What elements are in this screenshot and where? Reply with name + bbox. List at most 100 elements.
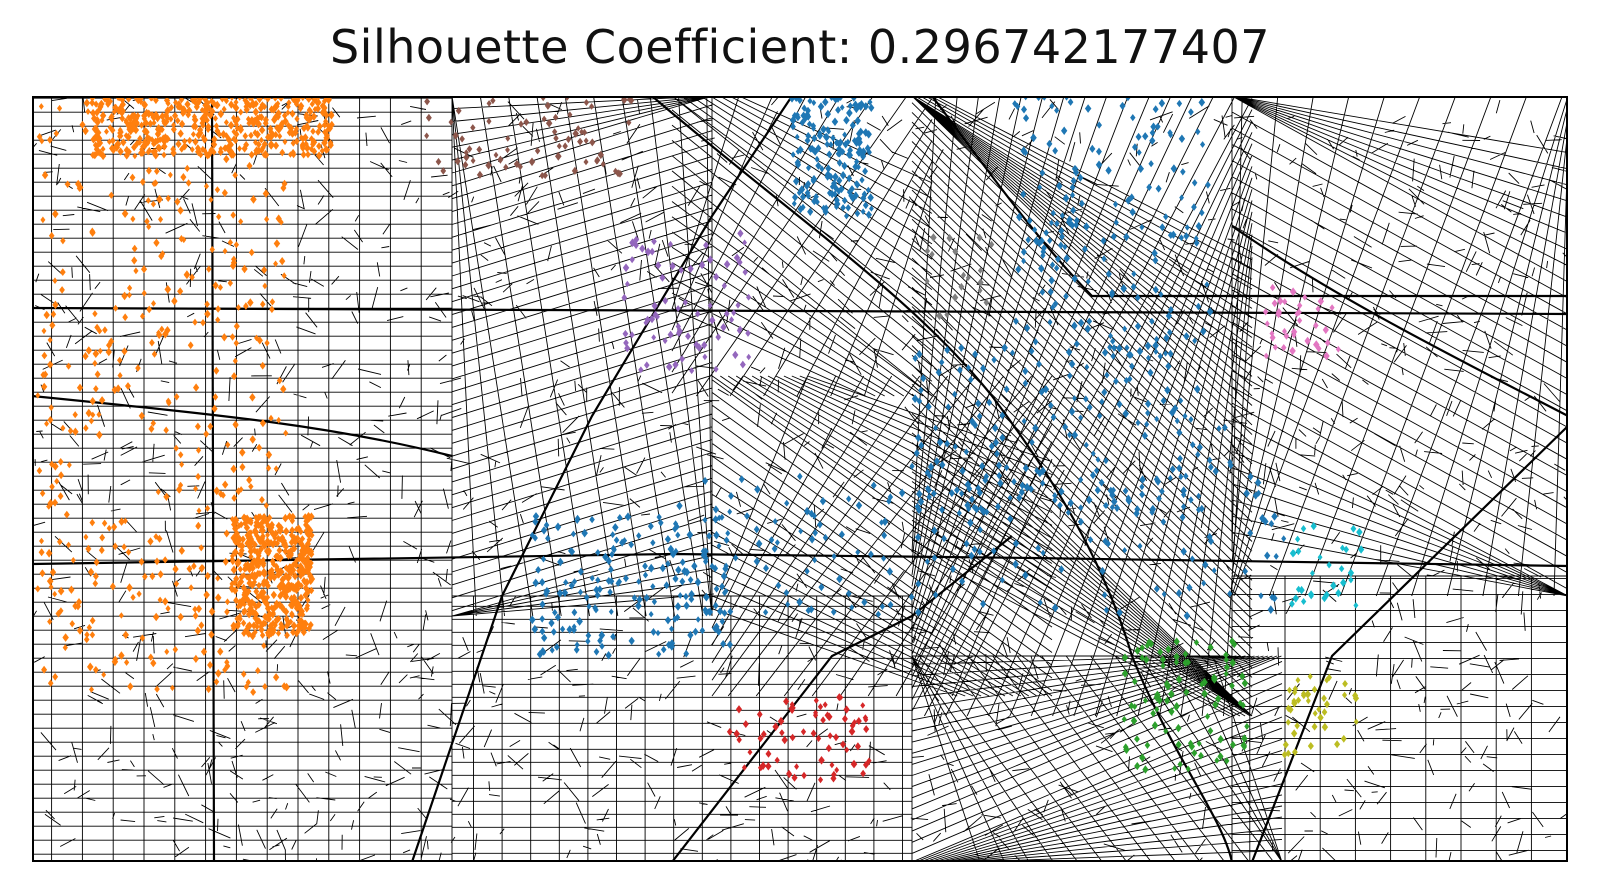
cluster-point: [284, 621, 290, 630]
cluster-point: [248, 150, 255, 159]
cluster-point: [299, 621, 306, 631]
cluster-point: [294, 557, 300, 564]
cluster-point: [325, 146, 331, 154]
cluster-point: [282, 547, 289, 556]
cluster-point: [961, 271, 966, 279]
cluster-point: [82, 352, 89, 361]
cluster-point: [845, 150, 853, 159]
cluster-point: [636, 532, 642, 540]
cluster-point: [85, 544, 92, 553]
cluster-point: [222, 144, 228, 152]
cluster-point: [529, 531, 535, 539]
cluster-point: [230, 516, 235, 523]
cluster-point: [246, 574, 252, 582]
cluster-point: [665, 560, 671, 568]
cluster-point: [310, 112, 318, 121]
cluster-point: [195, 130, 202, 140]
cluster-point: [820, 125, 827, 134]
cluster-olive: [1281, 673, 1360, 759]
cluster-point: [1295, 547, 1302, 556]
cluster-point: [638, 366, 644, 374]
cluster-point: [848, 727, 856, 736]
cluster-point: [545, 119, 553, 128]
cluster-point: [867, 98, 873, 106]
cluster-point: [675, 305, 681, 312]
cluster-point: [1109, 504, 1115, 511]
cluster-point: [954, 486, 960, 494]
cluster-point: [735, 705, 743, 714]
cluster-point: [702, 353, 708, 361]
highway-6: [410, 96, 793, 862]
cluster-point: [736, 258, 743, 267]
cluster-point: [227, 121, 235, 130]
cluster-point: [575, 125, 581, 132]
cluster-point: [273, 465, 279, 473]
cluster-point: [1083, 395, 1089, 403]
cluster-point: [221, 188, 228, 197]
cluster-point: [248, 553, 254, 561]
cluster-point: [1152, 341, 1159, 350]
cluster-point: [223, 132, 230, 140]
cluster-point: [745, 329, 751, 337]
cluster-point: [859, 176, 865, 184]
cluster-point: [271, 573, 278, 582]
cluster-point: [39, 489, 46, 497]
cluster-point: [253, 149, 259, 157]
cluster-point: [1029, 438, 1035, 446]
cluster-point: [644, 361, 650, 369]
highway-10: [1231, 225, 1568, 417]
cluster-point: [151, 300, 156, 307]
cluster-point: [1102, 591, 1108, 599]
cluster-point: [629, 331, 635, 339]
cluster-point: [701, 341, 708, 350]
cluster-point: [774, 756, 780, 764]
cluster-point: [1122, 409, 1129, 418]
cluster-point: [191, 115, 198, 124]
cluster-point: [1163, 728, 1169, 735]
cluster-point: [609, 550, 615, 558]
cluster-point: [248, 131, 254, 139]
cluster-point: [1020, 248, 1027, 256]
cluster-point: [1281, 750, 1288, 759]
cluster-point: [624, 344, 631, 353]
cluster-point: [800, 728, 807, 736]
cluster-point: [1313, 321, 1319, 330]
cluster-point: [626, 119, 632, 127]
cluster-point: [1164, 386, 1171, 395]
cluster-point: [1198, 751, 1204, 760]
cluster-point: [155, 488, 161, 496]
cluster-point: [836, 574, 843, 584]
cluster-point: [1173, 652, 1180, 661]
cluster-point: [213, 366, 220, 375]
cluster-point: [192, 605, 198, 613]
cluster-point: [243, 683, 250, 691]
cluster-point: [1212, 700, 1219, 709]
cluster-point: [834, 203, 839, 211]
cluster-point: [1358, 545, 1365, 554]
cluster-point: [554, 522, 562, 532]
cluster-point: [286, 563, 293, 571]
cluster-point: [535, 566, 542, 574]
cluster-point: [75, 602, 81, 611]
cluster-point: [672, 574, 679, 583]
cluster-point: [276, 546, 283, 555]
cluster-point: [1215, 694, 1222, 703]
cluster-point: [176, 485, 183, 494]
cluster-point: [278, 624, 284, 632]
cluster-point: [956, 509, 962, 517]
cluster-point: [195, 521, 202, 530]
cluster-point: [98, 546, 105, 555]
cluster-point: [1264, 551, 1271, 560]
cluster-point: [146, 135, 153, 143]
cluster-point: [126, 583, 133, 592]
cluster-point: [1150, 122, 1157, 131]
cluster-point: [1223, 651, 1229, 659]
cluster-point: [67, 427, 74, 435]
cluster-point: [187, 341, 194, 350]
cluster-point: [250, 621, 257, 630]
cluster-point: [1224, 757, 1230, 765]
cluster-point: [1151, 249, 1158, 258]
cluster-point: [831, 553, 837, 560]
cluster-point: [717, 607, 724, 616]
cluster-point: [274, 111, 281, 120]
